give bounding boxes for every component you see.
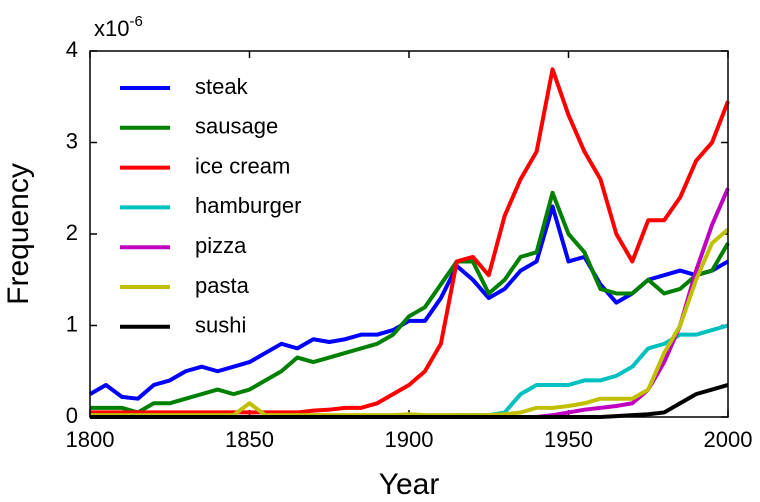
x-axis-label: Year [379,468,440,501]
legend-label: pizza [195,233,247,258]
x-tick-label: 1800 [66,427,115,452]
legend-box [116,313,117,314]
legend-box [116,193,117,194]
y-tick-label: 1 [66,311,78,336]
y-tick-label: 3 [66,128,78,153]
legend-box [116,154,117,155]
x-tick-label: 1850 [225,427,274,452]
plot-frame [89,50,729,418]
x-tick-label: 1900 [385,427,434,452]
y-tick-label: 4 [66,37,78,62]
legend-label: hamburger [195,193,301,218]
legend-box [116,273,117,274]
legend-box [116,74,117,75]
legend-label: sausage [195,114,278,139]
x-tick-label: 1950 [544,427,593,452]
legend-label: ice cream [195,153,290,178]
series-line [90,190,730,415]
x-tick-label: 2000 [704,427,753,452]
legend-box [116,114,117,115]
y-tick-label: 0 [66,403,78,428]
legend-label: sushi [195,313,246,338]
legend-label: pasta [195,273,250,298]
multiplier-exponent: -6 [129,13,142,30]
y-axis-label: Frequency [2,163,35,305]
y-multiplier: x10-6 [94,13,143,41]
series-line [90,67,730,415]
y-tick-label: 2 [66,220,78,245]
multiplier-base: x10 [94,16,129,41]
legend-label: steak [195,74,249,99]
legend-box [116,233,117,234]
series-line [89,204,729,401]
